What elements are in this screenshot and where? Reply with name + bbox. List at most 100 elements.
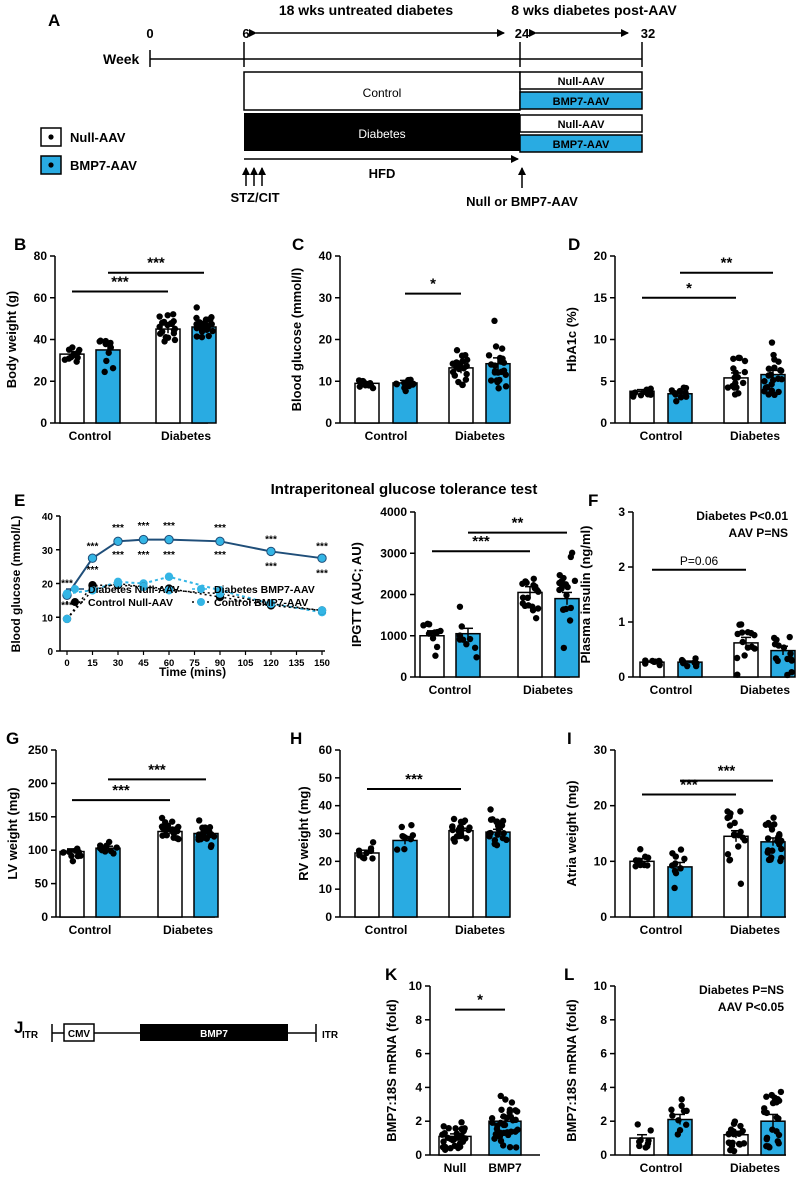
significance-stars: *** <box>265 535 277 546</box>
data-point <box>519 600 526 607</box>
y-tick-label: 20 <box>594 249 608 263</box>
x-category-label: Null <box>444 1161 467 1175</box>
data-point <box>360 378 367 386</box>
data-point <box>440 1138 447 1145</box>
bar-null-aav-diabetes <box>155 328 181 424</box>
data-point <box>398 823 405 831</box>
data-point <box>644 391 652 398</box>
data-point <box>512 1128 519 1135</box>
data-point <box>208 320 215 328</box>
y-tick-label: 40 <box>319 249 333 263</box>
data-point <box>496 1129 504 1136</box>
data-point <box>767 856 774 863</box>
data-point <box>559 606 567 613</box>
data-point <box>730 831 738 838</box>
data-point <box>458 1119 465 1126</box>
y-tick-label: 15 <box>594 291 608 305</box>
data-point <box>778 376 785 383</box>
y-tick-label: 3000 <box>380 546 407 560</box>
data-point <box>775 1115 782 1122</box>
series-point <box>266 546 276 557</box>
panel-letter: B <box>14 235 26 254</box>
data-point <box>558 585 565 592</box>
y-tick-label: 10 <box>594 979 608 993</box>
data-point <box>195 817 203 824</box>
x-tick-label: 120 <box>263 658 279 669</box>
data-point <box>634 1121 641 1128</box>
data-point <box>456 1140 464 1147</box>
data-point <box>637 846 644 853</box>
data-point <box>465 826 472 834</box>
series-line-control-null-aav <box>66 584 323 620</box>
data-point <box>534 605 542 612</box>
significance-stars: *** <box>87 565 99 576</box>
y-axis-label: Blood glucose (mmol/L) <box>9 516 23 653</box>
data-point <box>678 1096 685 1103</box>
data-point <box>637 392 645 399</box>
data-point <box>741 357 749 365</box>
y-tick-label: 60 <box>34 291 48 305</box>
arm-control-null-box <box>519 71 643 90</box>
data-point <box>487 806 494 813</box>
y-tick-label: 10 <box>594 854 608 868</box>
data-point <box>458 1125 465 1133</box>
data-point <box>778 854 785 862</box>
data-point <box>673 397 680 405</box>
week-label-6: 6 <box>242 26 249 41</box>
y-tick-label: 10 <box>319 882 333 896</box>
data-point <box>560 574 567 582</box>
data-point <box>671 390 679 397</box>
data-point <box>519 594 527 601</box>
data-point <box>677 846 685 853</box>
data-point <box>519 580 526 587</box>
period-post-aav-label: 8 wks diabetes post-AAV <box>511 2 677 18</box>
data-point <box>105 349 112 356</box>
data-point <box>730 1120 738 1127</box>
data-point <box>74 845 81 852</box>
y-tick-label: 0 <box>600 910 607 924</box>
y-tick-label: 0 <box>325 910 332 924</box>
panel-a-timeline: A Week 0 6 24 32 18 wks untreated diabet… <box>40 2 677 209</box>
data-point <box>765 1143 772 1150</box>
series-point <box>164 572 174 581</box>
stats-annotation: AAV P<0.05 <box>718 1000 784 1014</box>
data-point <box>748 643 755 650</box>
bar-bmp7-aav-control <box>392 839 418 918</box>
bar-null-aav-control <box>629 860 655 918</box>
x-tick-label: 105 <box>238 658 255 669</box>
y-tick-label: 40 <box>42 512 54 523</box>
data-point <box>512 1116 519 1124</box>
data-point <box>491 840 498 848</box>
data-point <box>399 832 406 840</box>
data-point <box>498 1106 505 1113</box>
y-axis-label: RV weight (mg) <box>296 786 311 880</box>
x-tick-label: 75 <box>189 658 200 669</box>
data-point <box>636 860 643 867</box>
data-point <box>668 1106 675 1113</box>
data-point <box>680 1107 688 1115</box>
control-bar-label: Control <box>363 86 402 100</box>
bar-chart-l: L 0 2 4 6 8 10 BMP7:18S mRNA (fold) Control Diabe… <box>564 965 786 1175</box>
y-tick-label: 0 <box>41 910 48 924</box>
y-tick-label: 1000 <box>380 629 407 643</box>
data-point <box>456 603 464 610</box>
bar-null-aav-diabetes <box>723 835 749 918</box>
data-point <box>644 1143 651 1150</box>
data-point <box>530 575 537 582</box>
y-tick-label: 50 <box>319 771 333 785</box>
data-point <box>74 354 81 361</box>
data-point <box>770 351 777 359</box>
data-point <box>532 614 540 622</box>
significance-stars: *** <box>163 521 175 532</box>
itr-right-label: ITR <box>322 1030 339 1041</box>
y-tick-label: 30 <box>594 743 608 757</box>
legend-marker <box>71 598 79 606</box>
legend-bmp7-dot <box>48 162 54 168</box>
week-axis-label: Week <box>103 51 140 67</box>
y-tick-label: 6 <box>600 1047 607 1061</box>
legend-label: Diabetes Null-AAV <box>88 584 179 596</box>
significance-stars: *** <box>61 579 73 590</box>
data-point <box>771 641 779 648</box>
data-point <box>444 1134 451 1141</box>
